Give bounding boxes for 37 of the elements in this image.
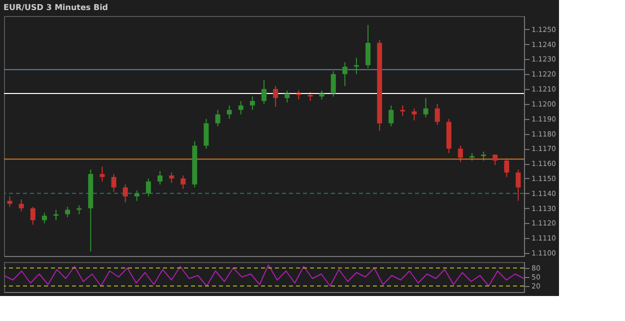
candlestick (100, 166, 105, 182)
candlestick (169, 172, 174, 184)
candlestick (122, 184, 128, 203)
candlestick (342, 62, 348, 87)
candlestick (262, 80, 266, 104)
candlestick (18, 198, 24, 212)
chart-title: EUR/USD 3 Minutes Bid (4, 3, 108, 12)
candlestick (366, 24, 370, 69)
candlestick (146, 178, 151, 197)
candlestick (492, 154, 498, 166)
candlestick (354, 57, 359, 75)
candlestick (180, 175, 186, 190)
candlestick (250, 96, 255, 110)
candlestick (54, 209, 58, 221)
candlestick (204, 118, 209, 150)
candlestick (111, 174, 116, 192)
candlestick (434, 103, 440, 126)
candlestick (423, 97, 428, 118)
line-series (4, 264, 524, 286)
candlestick (504, 158, 510, 178)
candlestick (158, 170, 162, 185)
candlestick (134, 190, 140, 202)
candlestick (226, 104, 232, 120)
candlestick (215, 109, 220, 127)
candlestick (330, 70, 336, 97)
candlestick (238, 100, 244, 115)
candlestick (273, 86, 278, 108)
candlestick (42, 212, 47, 224)
candlestick (7, 196, 12, 208)
candlestick (388, 104, 394, 127)
candlestick (458, 145, 463, 163)
candlestick (412, 108, 417, 121)
candlestick (284, 90, 290, 103)
candlestick (516, 169, 521, 202)
candlestick (400, 104, 406, 116)
candlestick (30, 206, 36, 226)
candlestick (65, 206, 70, 218)
